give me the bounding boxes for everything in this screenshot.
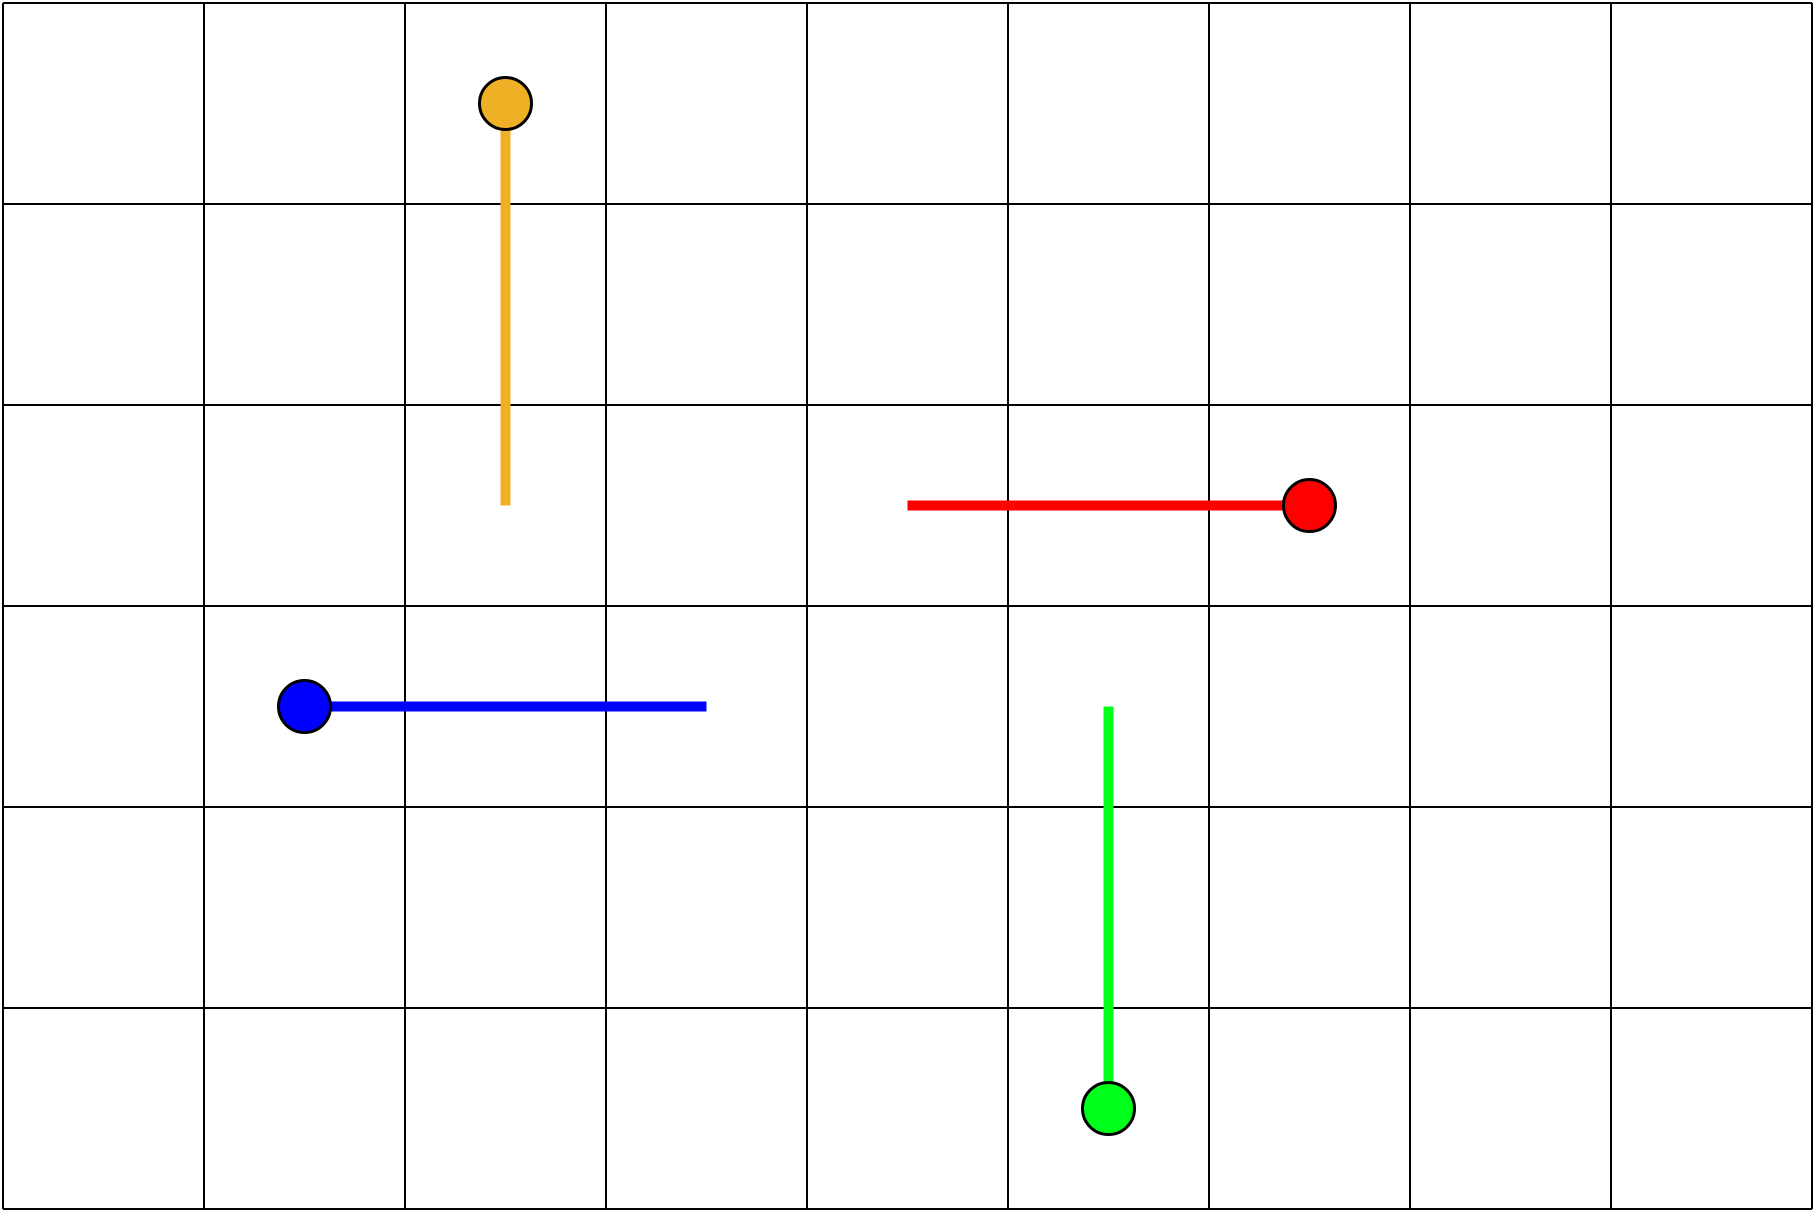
orange-segment-endpoint-dot xyxy=(478,76,533,131)
blue-segment-endpoint-dot xyxy=(277,679,332,734)
green-segment-endpoint-dot xyxy=(1081,1081,1136,1136)
blue-segment xyxy=(277,679,707,734)
red-segment xyxy=(907,478,1337,533)
orange-segment xyxy=(478,76,533,506)
red-segment-endpoint-dot xyxy=(1282,478,1337,533)
segments xyxy=(277,76,1337,1136)
green-segment xyxy=(1081,706,1136,1136)
